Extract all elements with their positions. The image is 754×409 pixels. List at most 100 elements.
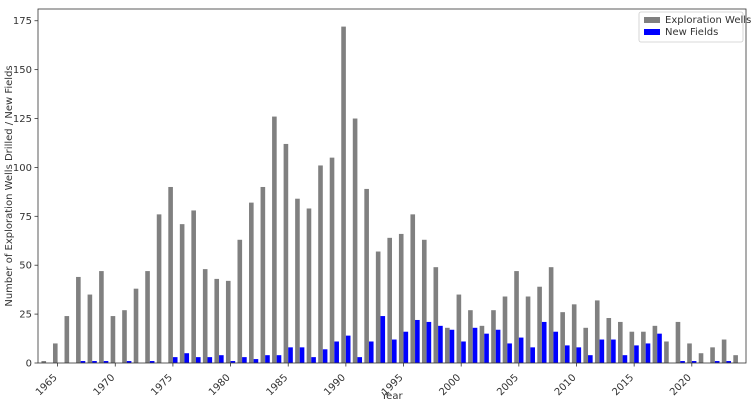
exploration-wells-bar-2003 bbox=[491, 310, 496, 363]
exploration-wells-bar-2000 bbox=[456, 294, 462, 363]
new-fields-bar-1995 bbox=[403, 331, 409, 363]
x-tick-label-1985: 1985 bbox=[265, 372, 291, 398]
new-fields-bar-1980 bbox=[230, 361, 236, 363]
y-tick-label-75: 75 bbox=[19, 212, 32, 223]
exploration-wells-bar-2011 bbox=[583, 327, 589, 363]
new-fields-bar-2004 bbox=[507, 343, 512, 363]
new-fields-bar-2007 bbox=[541, 321, 547, 363]
x-tick-label-2015: 2015 bbox=[610, 372, 636, 398]
exploration-wells-bar-1976 bbox=[179, 224, 185, 363]
new-fields-bar-1984 bbox=[276, 355, 282, 363]
exploration-wells-bar-1986 bbox=[295, 198, 300, 363]
new-fields-bar-1977 bbox=[195, 357, 201, 363]
exploration-wells-bar-2018 bbox=[664, 341, 669, 363]
new-fields-bar-1998 bbox=[438, 325, 443, 363]
new-fields-bar-2010 bbox=[576, 347, 582, 363]
exploration-wells-bar-2008 bbox=[548, 267, 554, 363]
y-tick-label-25: 25 bbox=[19, 310, 32, 321]
exploration-wells-bar-1973 bbox=[145, 271, 150, 363]
new-fields-bar-1982 bbox=[253, 359, 259, 363]
x-tick-label-1980: 1980 bbox=[207, 372, 233, 398]
new-fields-bar-2009 bbox=[564, 345, 570, 363]
new-fields-bar-2011 bbox=[588, 355, 593, 363]
exploration-wells-bar-1987 bbox=[306, 208, 312, 363]
exploration-wells-bar-1996 bbox=[410, 214, 416, 363]
x-tick-label-1975: 1975 bbox=[149, 372, 175, 398]
new-fields-bar-1981 bbox=[242, 357, 247, 363]
new-fields-bar-2005 bbox=[518, 337, 524, 363]
legend-label-exploration-wells: Exploration Wells bbox=[665, 15, 751, 26]
new-fields-bar-2008 bbox=[553, 331, 559, 363]
exploration-wells-bar-1990 bbox=[341, 26, 346, 363]
exploration-wells-bar-1994 bbox=[387, 237, 392, 363]
new-fields-bar-2000 bbox=[461, 341, 466, 363]
exploration-wells-bar-2009 bbox=[560, 312, 565, 363]
y-tick-label-150: 150 bbox=[13, 65, 32, 76]
new-fields-bar-1994 bbox=[392, 339, 397, 363]
exploration-wells-bar-1972 bbox=[133, 288, 139, 363]
exploration-wells-bar-1971 bbox=[122, 310, 127, 363]
exploration-wells-bar-1978 bbox=[202, 269, 208, 363]
y-axis: 0 25 50 75 100 125 150 175 bbox=[13, 16, 38, 370]
legend-swatch-new-fields bbox=[644, 29, 660, 35]
new-fields-bar-1975 bbox=[172, 357, 178, 363]
exploration-wells-bar-2016 bbox=[641, 331, 646, 363]
new-fields-bar-1993 bbox=[380, 316, 386, 363]
new-fields-bar-2003 bbox=[495, 329, 501, 363]
x-tick-label-2005: 2005 bbox=[495, 372, 521, 398]
exploration-wells-bar-1985 bbox=[283, 143, 289, 363]
exploration-wells-bar-2002 bbox=[479, 325, 485, 363]
new-fields-bar-2012 bbox=[599, 339, 605, 363]
y-tick-label-100: 100 bbox=[13, 163, 32, 174]
exploration-wells-bar-2022 bbox=[710, 347, 715, 363]
new-fields-bar-1992 bbox=[368, 341, 374, 363]
new-fields-bar-2022 bbox=[714, 361, 720, 363]
exploration-wells-bar-2004 bbox=[502, 296, 508, 363]
exploration-wells-bar-2019 bbox=[675, 321, 681, 363]
new-fields-bar-1973 bbox=[149, 361, 155, 363]
new-fields-bar-2015 bbox=[634, 345, 639, 363]
exploration-wells-bar-2021 bbox=[698, 353, 704, 363]
new-fields-bar-2016 bbox=[645, 343, 651, 363]
exploration-wells-bar-1982 bbox=[249, 202, 254, 363]
new-fields-bar-1991 bbox=[357, 357, 363, 363]
exploration-wells-bar-1992 bbox=[364, 188, 369, 363]
new-fields-bar-1988 bbox=[322, 349, 328, 363]
exploration-wells-bars bbox=[41, 26, 738, 364]
exploration-wells-bar-1980 bbox=[225, 280, 231, 363]
new-fields-bar-2020 bbox=[691, 361, 697, 363]
exploration-wells-bar-1979 bbox=[214, 278, 220, 363]
exploration-wells-bar-1998 bbox=[433, 267, 439, 363]
x-axis-label: Year bbox=[380, 391, 403, 402]
exploration-wells-bar-1981 bbox=[237, 239, 243, 363]
exploration-wells-bar-1983 bbox=[260, 186, 266, 363]
legend-box bbox=[638, 11, 744, 43]
new-fields-bar-2013 bbox=[611, 339, 616, 363]
new-fields-bar-1987 bbox=[311, 357, 316, 363]
x-tick-label-2010: 2010 bbox=[553, 372, 579, 398]
new-fields-bar-1990 bbox=[345, 335, 351, 363]
exploration-wells-bar-1966 bbox=[64, 316, 70, 363]
exploration-wells-bar-2015 bbox=[629, 331, 635, 363]
exploration-wells-bar-1974 bbox=[156, 214, 162, 363]
new-fields-bar-1983 bbox=[265, 355, 270, 363]
exploration-wells-bar-2005 bbox=[514, 271, 519, 363]
legend-swatch-exploration-wells bbox=[644, 17, 660, 23]
exploration-wells-bar-1968 bbox=[87, 294, 93, 363]
new-fields-bar-1978 bbox=[207, 357, 213, 363]
exploration-wells-bar-1997 bbox=[421, 239, 427, 363]
new-fields-bar-2014 bbox=[622, 355, 628, 363]
new-fields-bar-1985 bbox=[288, 347, 293, 363]
new-fields-bar-1989 bbox=[334, 341, 339, 363]
exploration-wells-bar-1995 bbox=[398, 233, 404, 363]
exploration-wells-bar-1999 bbox=[445, 327, 450, 363]
new-fields-bar-1967 bbox=[80, 361, 86, 363]
exploration-wells-bar-2020 bbox=[687, 343, 692, 363]
new-fields-bar-2023 bbox=[726, 361, 732, 363]
new-fields-bar-2001 bbox=[472, 327, 478, 363]
exploration-wells-bar-1964 bbox=[41, 361, 47, 363]
new-fields-bar-1999 bbox=[449, 329, 455, 363]
new-fields-bar-1986 bbox=[299, 347, 305, 363]
exploration-wells-bar-2014 bbox=[618, 321, 623, 363]
